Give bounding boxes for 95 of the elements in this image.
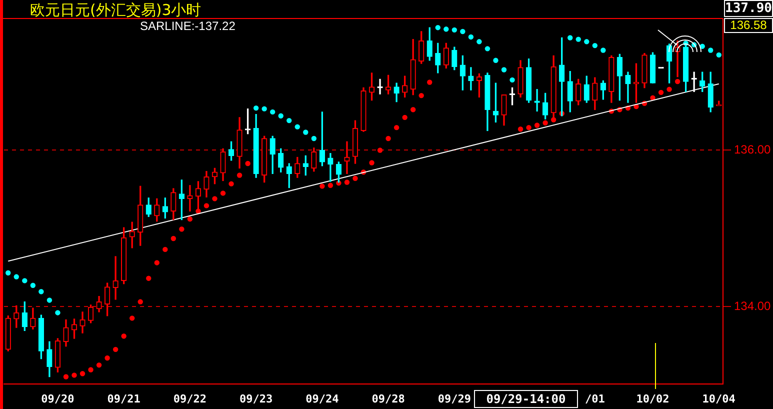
x-tick-label: 09/21 [107,392,141,406]
point [666,86,672,92]
x-tick-label: 10/04 [702,392,736,406]
point [104,355,110,361]
point [418,92,424,98]
point [534,122,540,128]
point [6,270,11,276]
point [386,136,391,142]
point [592,42,598,48]
point [204,203,210,208]
point [584,39,590,44]
x-tick-label: 09/29 [438,392,471,406]
x-tick-label: 09/24 [306,392,340,406]
text: 137.90 [724,0,773,17]
point [576,36,581,42]
point [170,236,176,242]
point [452,27,458,33]
point [600,48,606,53]
point [179,226,184,232]
point [278,113,284,118]
point [658,90,664,96]
point [518,126,524,132]
chart-title: 欧元日元(外汇交易)3小时 [30,1,202,20]
point [484,46,490,52]
point [55,310,60,316]
point [716,52,722,58]
x-tick-label: 10/02 [636,392,670,406]
point [22,278,28,284]
x-tick-label: 09/22 [173,392,207,406]
point [410,107,416,112]
point [236,172,242,178]
point [493,58,498,63]
point [262,106,267,112]
point [270,109,276,115]
point [112,346,118,352]
point [138,299,143,304]
point [130,316,135,321]
text: 136.58 [724,18,773,33]
point [501,67,507,72]
text: 09/29-14:00 [474,390,578,408]
point [228,181,234,186]
candlestick [468,67,474,90]
y-tick-label: 134.00 [734,298,772,313]
point [146,276,152,281]
point [352,176,358,181]
point [394,124,400,130]
point [80,371,86,376]
point [708,48,714,53]
y-tick-label: 136.00 [734,142,772,157]
point [303,130,308,135]
point [72,372,77,378]
candlestick [344,141,350,174]
x-tick-label: 09/20 [41,392,74,406]
point [245,160,250,166]
point [510,77,515,83]
point [38,289,44,294]
point [369,160,374,166]
point [88,367,94,372]
point [468,34,474,40]
point [435,24,440,30]
point [286,118,292,124]
point [444,26,449,32]
point [46,298,52,303]
point [63,374,69,380]
point [212,196,218,202]
point [154,260,160,266]
point [14,274,19,280]
candlestick [328,153,334,182]
point [377,148,383,153]
point [96,362,102,368]
point [427,80,432,85]
point [220,190,226,196]
x-tick-label: 09/28 [372,392,405,406]
point [320,184,325,189]
candlestick [112,256,118,300]
point [568,35,573,40]
point [344,180,350,185]
point [187,216,193,222]
annotation: SARLINE:-137.22 [140,19,236,35]
x-tick-label: 09/23 [240,392,273,406]
point [526,124,532,130]
point [460,28,466,34]
point [30,282,36,288]
point [328,182,334,188]
point [121,334,126,339]
point [402,114,408,120]
point [476,39,482,44]
point [162,246,168,252]
point [253,105,259,111]
point [542,120,548,126]
point [294,124,300,130]
x-tick-label: /01 [584,392,606,406]
point [674,78,680,84]
candlestick [187,185,193,212]
point [311,136,317,142]
